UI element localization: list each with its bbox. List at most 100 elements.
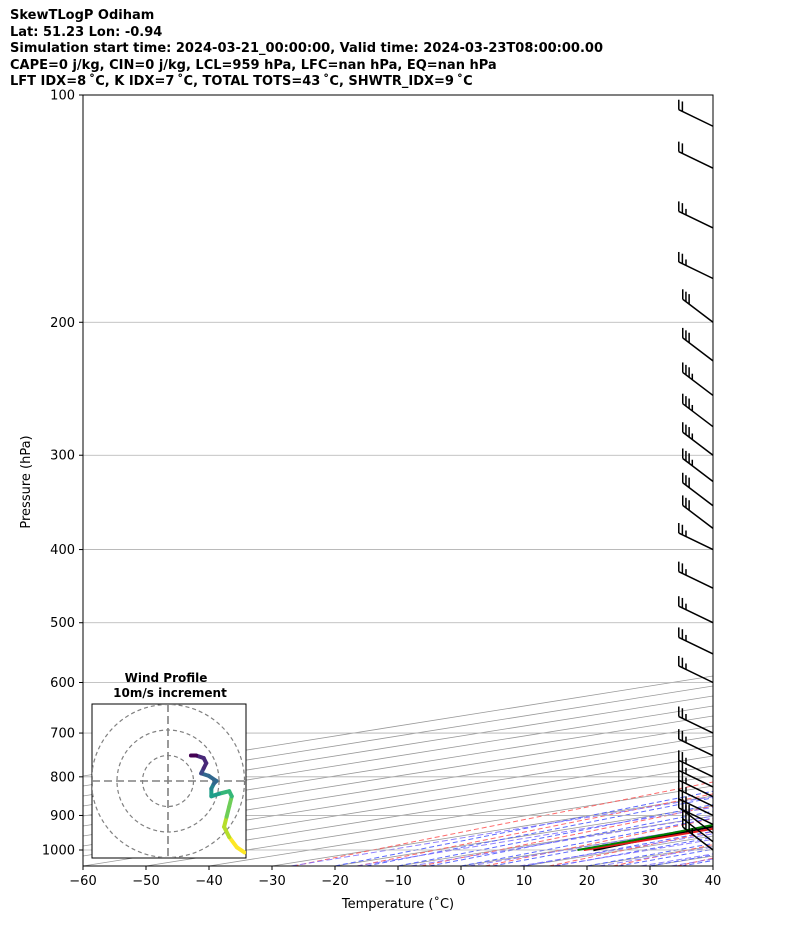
wind-barbs <box>678 99 714 851</box>
wind-barb <box>681 422 714 456</box>
isotherm-line <box>208 785 713 866</box>
y-tick-label: 400 <box>50 543 75 558</box>
wind-barb-staff <box>682 818 714 843</box>
wind-barb <box>678 99 714 127</box>
wind-barb-staff <box>682 504 714 529</box>
wind-barb <box>681 327 714 362</box>
wind-barb-staff <box>678 779 714 798</box>
hodograph-trace <box>188 753 246 855</box>
dry-adiabat-line <box>293 781 713 866</box>
wind-barb-staff <box>678 150 714 169</box>
wind-barb <box>681 495 714 529</box>
wind-barb <box>681 289 714 323</box>
wind-barb-staff <box>682 826 714 851</box>
hodograph-segment <box>227 835 239 850</box>
wind-barb <box>678 779 714 807</box>
moist-adiabat-line <box>555 836 713 866</box>
wind-barb-staff <box>678 738 714 757</box>
moist-adiabat-line <box>366 797 713 866</box>
instability-parameters: CAPE=0 j/kg, CIN=0 j/kg, LCL=959 hPa, LF… <box>10 57 497 73</box>
y-tick-label: 600 <box>50 676 75 691</box>
wind-barb <box>681 362 714 397</box>
isotherm-line <box>83 675 713 777</box>
wind-barb <box>678 770 714 798</box>
wind-barb-staff <box>682 371 714 397</box>
dry-adiabat-line <box>676 857 713 866</box>
wind-barb <box>681 472 714 507</box>
chart-title: SkewTLogP Odiham <box>10 8 155 23</box>
wind-barb <box>681 448 714 483</box>
stability-indices: LFT IDX=8 ˚C, K IDX=7 ˚C, TOTAL TOTS=43 … <box>10 74 473 89</box>
y-tick-label: 300 <box>50 449 75 464</box>
wind-barb-staff <box>682 337 714 362</box>
mixing-ratio-line <box>356 806 713 866</box>
y-tick-label: 800 <box>50 770 75 785</box>
x-tick-label: −50 <box>132 874 159 889</box>
station-location: Lat: 51.23 Lon: -0.94 <box>10 24 163 40</box>
moist-adiabat-line <box>460 817 713 866</box>
y-tick-label: 900 <box>50 809 75 824</box>
wind-barb <box>678 706 714 734</box>
x-tick-label: −60 <box>69 874 96 889</box>
wind-barb-staff <box>678 715 714 734</box>
isotherm-line <box>83 695 713 797</box>
mixing-ratio-line <box>410 815 713 866</box>
isotherm-line <box>271 795 713 866</box>
dry-adiabat-line <box>421 805 713 866</box>
moist-adiabat-line <box>523 830 713 866</box>
wind-barb-staff <box>682 298 714 323</box>
mixing-ratio-line <box>552 838 713 866</box>
wind-barb-staff <box>678 798 714 817</box>
hodograph-rings <box>92 704 246 858</box>
y-axis-ticks: 100 200 300 400 500 600 700 800 900 1000 <box>42 89 83 859</box>
wind-barb <box>678 201 714 229</box>
moist-adiabat-line <box>681 860 713 866</box>
isotherm-line <box>460 825 713 866</box>
moist-adiabat-line <box>429 810 713 866</box>
mixing-ratio-line <box>290 796 713 866</box>
parcel-path-line <box>593 825 713 852</box>
simulation-times: Simulation start time: 2024-03-21_00:00:… <box>10 41 603 56</box>
cape-cin-shading <box>583 826 713 850</box>
moist-adiabat-line <box>586 842 713 866</box>
isotherm-line <box>649 855 713 866</box>
y-tick-label: 700 <box>50 727 75 742</box>
wind-barb-staff <box>682 431 714 456</box>
wind-barb-staff <box>678 636 714 655</box>
isotherm-line <box>83 735 713 837</box>
isotherm-line <box>83 725 713 827</box>
isotherm-line <box>586 845 713 866</box>
isotherm-line <box>523 835 713 866</box>
mixing-ratio-line <box>469 825 713 866</box>
wind-barb <box>678 251 714 280</box>
isotherm-line <box>83 705 713 807</box>
moist-adiabat-line <box>334 790 713 866</box>
y-tick-label: 500 <box>50 616 75 631</box>
y-tick-label: 1000 <box>42 844 75 859</box>
x-axis-ticks: −60 −50 −40 −30 −20 −10 0 10 20 30 40 <box>69 866 721 889</box>
wind-barb-staff <box>682 482 714 507</box>
x-tick-label: 30 <box>642 874 659 889</box>
mixing-ratio-line <box>599 846 713 866</box>
chart-header: SkewTLogP Odiham Lat: 51.23 Lon: -0.94 S… <box>10 8 603 91</box>
isotherm-line <box>83 685 713 787</box>
wind-barb <box>678 655 714 684</box>
moist-adiabat-line <box>712 865 713 866</box>
wind-barb <box>678 750 714 778</box>
x-tick-label: −30 <box>258 874 285 889</box>
wind-barb-staff <box>678 261 714 280</box>
x-tick-label: −40 <box>195 874 222 889</box>
mixing-ratio-line <box>640 853 713 866</box>
wind-barb-staff <box>678 532 714 551</box>
wind-barb <box>678 760 714 788</box>
moist-adiabat-line <box>618 848 713 866</box>
wind-barb-staff <box>682 809 714 834</box>
wind-barb-staff <box>682 457 714 483</box>
dry-adiabat-line <box>485 818 713 866</box>
x-tick-label: 40 <box>705 874 722 889</box>
wind-barb <box>681 393 714 428</box>
wind-barb <box>678 596 714 624</box>
hodograph-subtitle: 10m/s increment <box>113 686 227 700</box>
x-tick-label: −20 <box>321 874 348 889</box>
dry-adiabat-line <box>548 830 713 866</box>
